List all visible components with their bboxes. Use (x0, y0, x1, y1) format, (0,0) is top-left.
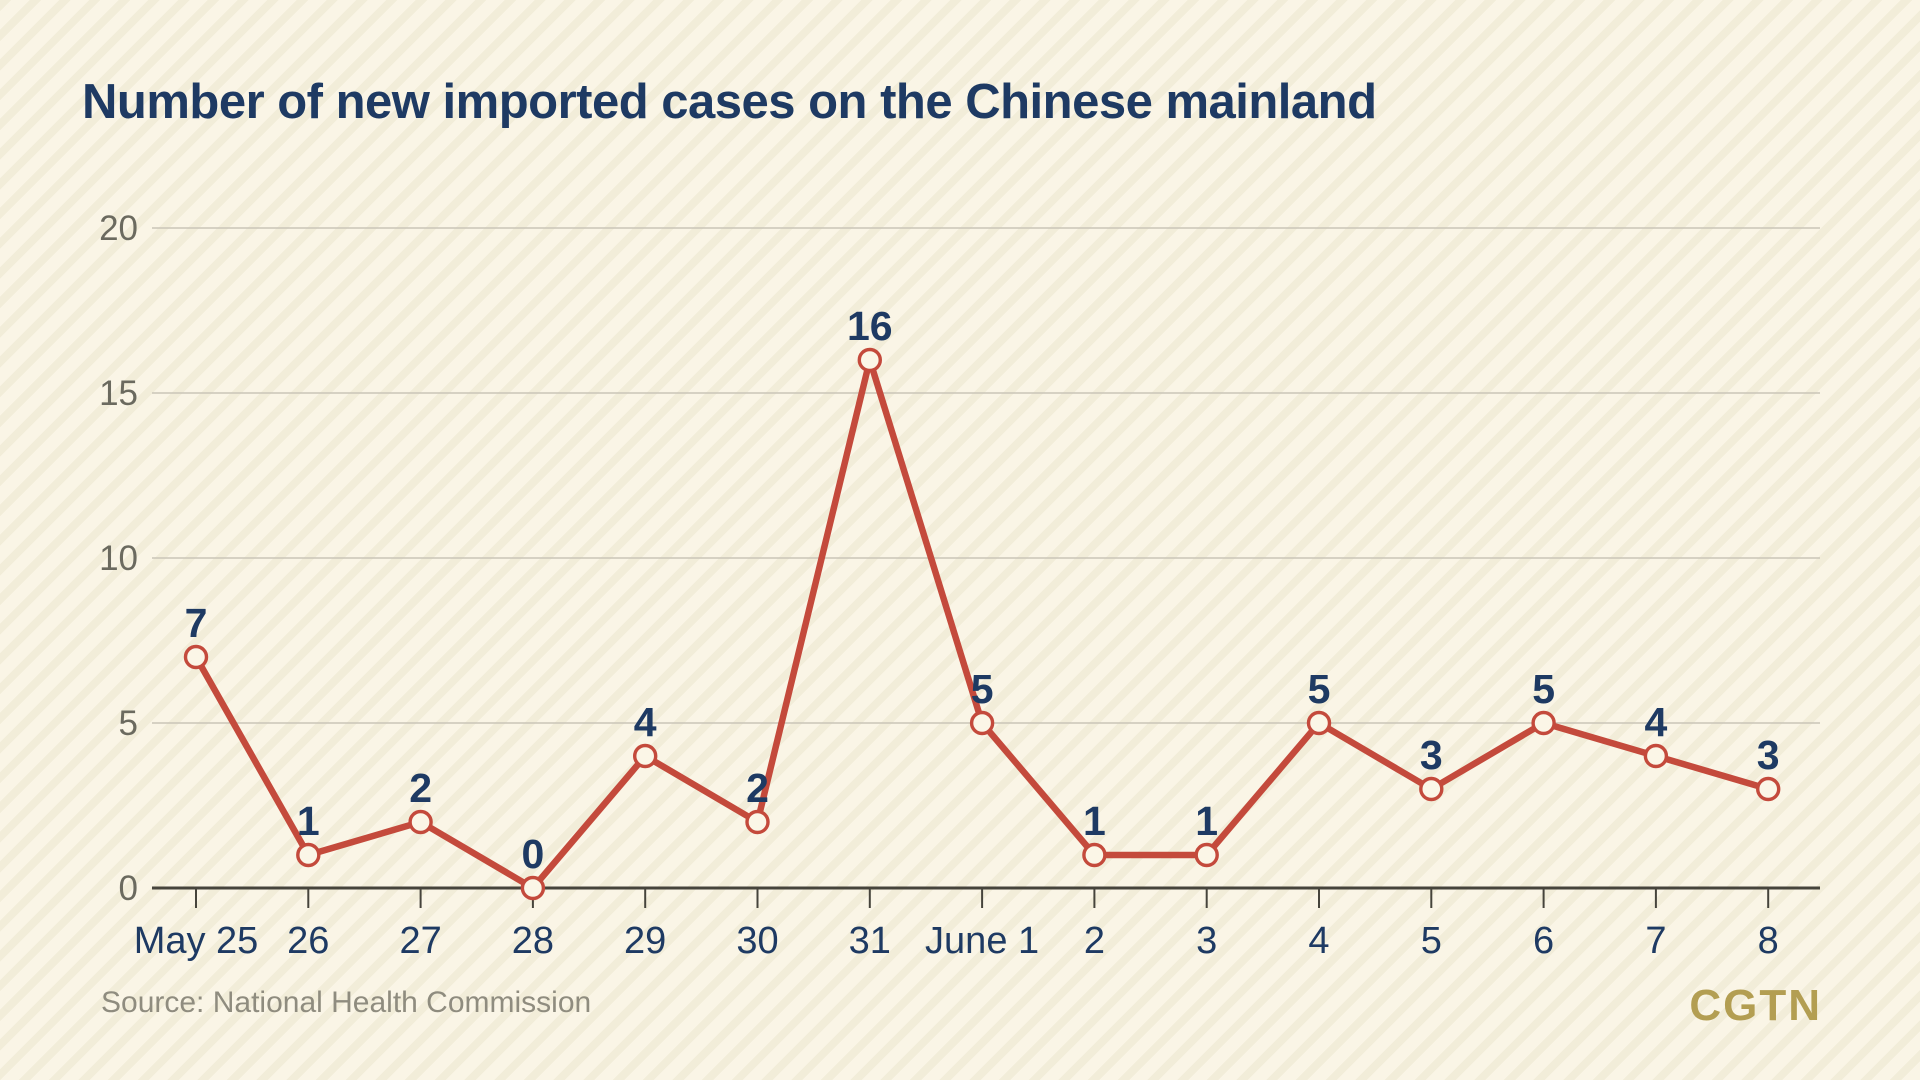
x-axis (152, 886, 1820, 908)
y-tick-label: 15 (99, 374, 138, 413)
data-point (1194, 842, 1219, 868)
data-point (183, 644, 209, 670)
value-label: 4 (1644, 699, 1667, 745)
data-point (1082, 842, 1107, 868)
y-tick-label: 20 (99, 209, 138, 248)
source-caption: Source: National Health Commission (101, 986, 592, 1019)
x-tick-label: 3 (1196, 920, 1217, 962)
x-tick-label: 5 (1421, 920, 1442, 962)
value-label: 5 (1532, 666, 1555, 712)
data-point (408, 809, 433, 835)
x-tick-label: May 25 (134, 920, 259, 962)
value-label: 5 (1308, 666, 1331, 712)
value-label: 1 (1195, 798, 1218, 844)
value-label: 1 (1083, 798, 1106, 844)
x-tick-label: June 1 (925, 920, 1039, 962)
data-point (1419, 776, 1444, 802)
y-tick-label: 5 (119, 704, 138, 743)
x-axis-labels: May 25 26 27 28 29 30 31 June 1 2 3 4 5 6 7 8 (134, 920, 1779, 962)
data-point (1306, 710, 1332, 736)
value-label: 3 (1757, 732, 1780, 778)
y-tick-label: 0 (119, 869, 138, 908)
value-label: 0 (521, 831, 544, 877)
y-gridlines (152, 227, 1820, 724)
x-tick-label: 28 (512, 920, 554, 962)
value-label: 16 (847, 303, 893, 349)
x-tick-label: 29 (624, 920, 666, 962)
value-label: 3 (1420, 732, 1443, 778)
data-point (296, 842, 321, 868)
data-points (183, 347, 1781, 901)
x-tick-label: 30 (736, 920, 778, 962)
x-tick-label: 6 (1533, 920, 1554, 962)
data-point (969, 710, 995, 736)
x-tick-label: 26 (287, 920, 329, 962)
value-label: 5 (971, 666, 994, 712)
data-point (520, 875, 546, 901)
data-point (633, 743, 658, 769)
chart-title: Number of new imported cases on the Chin… (82, 75, 1377, 129)
x-tick-label: 4 (1308, 920, 1329, 962)
value-label: 4 (634, 699, 657, 745)
data-point (1531, 710, 1556, 736)
value-label: 7 (185, 600, 208, 646)
data-point (857, 347, 882, 373)
data-point (1755, 776, 1781, 802)
x-tick-label: 7 (1645, 920, 1666, 962)
x-tick-label: 31 (849, 920, 891, 962)
value-label: 2 (746, 765, 769, 811)
cgtn-logo: CGTN (1689, 981, 1822, 1030)
x-tick-label: 27 (399, 920, 441, 962)
value-label: 1 (297, 798, 320, 844)
x-tick-label: 2 (1084, 920, 1105, 962)
y-axis-labels: 0 5 10 15 20 (99, 209, 138, 908)
value-label: 2 (409, 765, 432, 811)
value-labels: 7 1 2 0 4 2 16 5 1 1 5 3 5 4 3 (185, 303, 1780, 877)
data-point (745, 809, 770, 835)
data-point (1643, 743, 1669, 769)
y-tick-label: 10 (99, 539, 138, 578)
x-tick-label: 8 (1758, 920, 1779, 962)
